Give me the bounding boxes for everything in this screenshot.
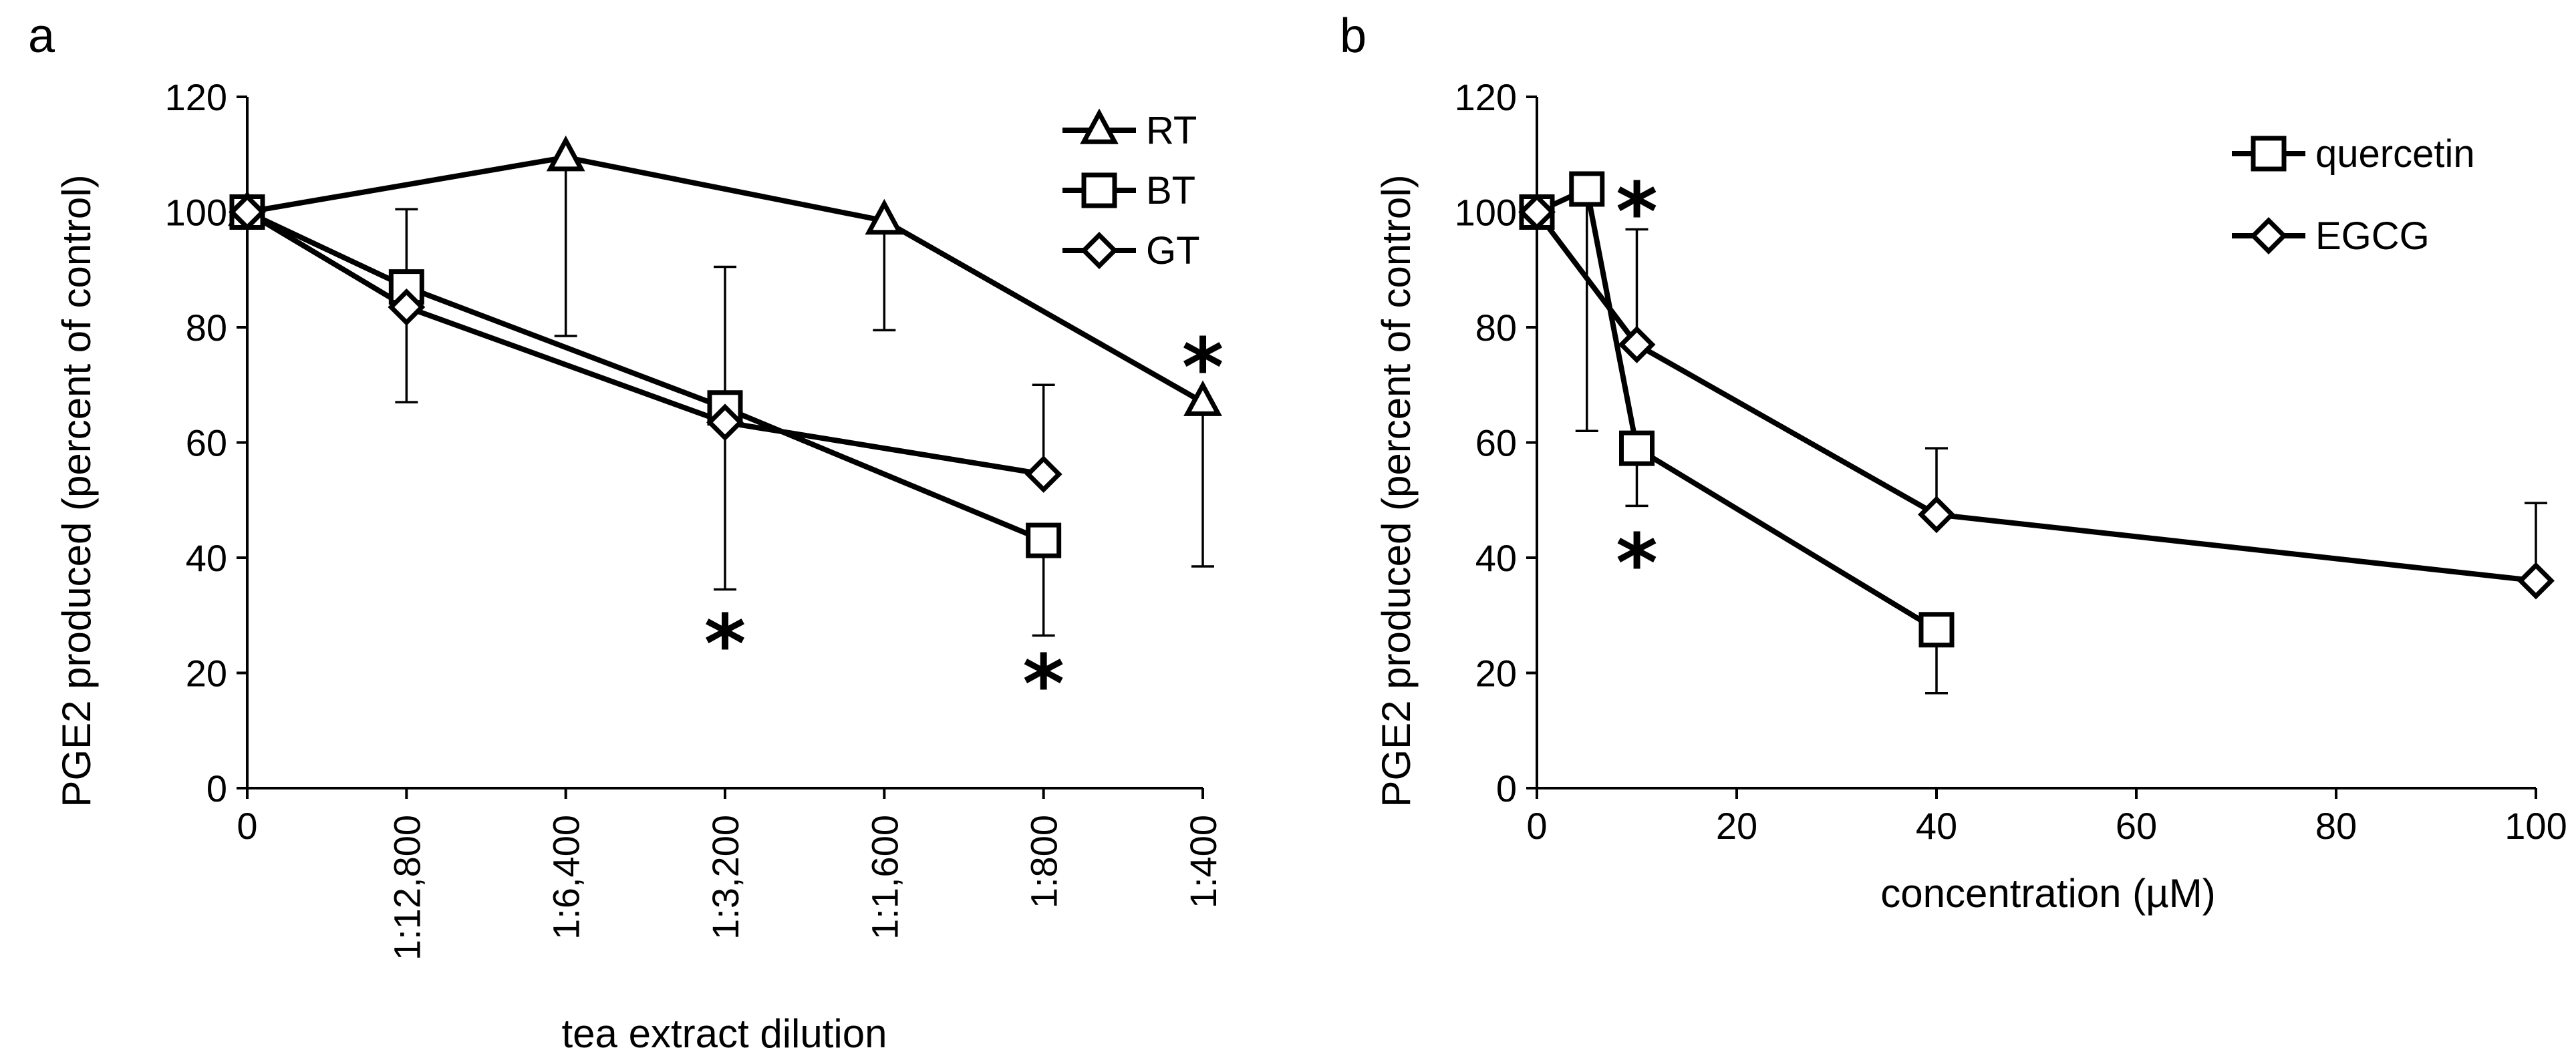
legend-label-BT: BT [1146, 169, 1195, 212]
x-tick-label: 20 [1716, 805, 1757, 847]
y-tick-label: 80 [1475, 307, 1517, 349]
data-point-RT [546, 135, 585, 172]
y-tick-label: 80 [186, 307, 227, 349]
series-line-RT [247, 154, 1204, 405]
x-tick-label: 1:1,600 [863, 815, 905, 940]
data-point-RT [865, 198, 904, 235]
y-tick-label: 60 [1475, 422, 1517, 464]
x-tick-label: 80 [2315, 805, 2357, 847]
y-tick-label: 0 [206, 767, 227, 810]
panel-label-a: a [28, 9, 55, 63]
y-tick-label: 0 [1496, 767, 1517, 810]
x-tick-label: 40 [1916, 805, 1957, 847]
legend-marker-BT [1081, 172, 1117, 208]
x-tick-label: 0 [237, 805, 257, 847]
legend-marker-GT [1081, 232, 1118, 269]
data-point-EGCG [2517, 562, 2555, 600]
panel-label-b: b [1340, 9, 1367, 63]
y-tick-label: 120 [1455, 76, 1517, 118]
y-tick-label: 60 [186, 422, 227, 464]
panel-a-chart: 0 20 40 60 80 100 120 0 1:12,800 1:6,400 1:3,200 1:… [165, 76, 1224, 960]
data-point-quercetin [1569, 171, 1605, 207]
y-tick-label: 20 [186, 653, 227, 695]
legend-label-GT: GT [1146, 229, 1200, 273]
y-tick-label: 100 [1455, 192, 1517, 234]
series-line-BT [246, 209, 1045, 543]
y-tick-label: 40 [1475, 537, 1517, 579]
x-tick-label: 1:3,200 [704, 815, 746, 940]
significance-asterisk: * [704, 598, 746, 691]
legend-marker-EGCG [2250, 217, 2287, 254]
data-point-GT [1024, 455, 1062, 493]
data-point-EGCG [1518, 193, 1556, 231]
panel-b-chart: 0 20 40 60 80 100 120 0 20 40 60 80 100 * * quercetin EG… [1455, 76, 2567, 847]
y-tick-label: 100 [165, 192, 227, 234]
panel-b-xlabel: concentration (µM) [1880, 871, 2215, 916]
data-point-RT [1183, 380, 1222, 416]
x-tick-label: 0 [1526, 805, 1547, 847]
data-point-GT [229, 193, 266, 231]
x-tick-label: 100 [2505, 805, 2567, 847]
y-tick-label: 120 [165, 76, 227, 118]
series-line-EGCG [1534, 210, 2537, 584]
legend-label-EGCG: EGCG [2315, 214, 2430, 258]
significance-asterisk: * [1182, 322, 1224, 415]
significance-asterisk: * [1616, 518, 1658, 610]
data-point-EGCG [1918, 496, 1955, 534]
y-tick-label: 20 [1475, 653, 1517, 695]
y-tick-label: 40 [186, 537, 227, 579]
data-point-quercetin [1619, 430, 1655, 466]
x-tick-label: 1:6,400 [545, 815, 587, 940]
legend-marker-quercetin [2251, 136, 2287, 172]
data-point-quercetin [1918, 612, 1955, 648]
panel-a-xlabel: tea extract dilution [562, 1011, 887, 1056]
series-line-GT [245, 210, 1044, 477]
significance-asterisk: * [1616, 166, 1658, 259]
legend-label-quercetin: quercetin [2315, 132, 2475, 176]
data-point-GT [706, 403, 744, 441]
panel-a-ylabel: PGE2 produced (percent of control) [54, 174, 99, 807]
x-tick-label: 60 [2116, 805, 2157, 847]
legend-marker-RT [1080, 108, 1119, 144]
x-tick-label: 1:12,800 [386, 815, 428, 960]
data-point-GT [388, 288, 426, 326]
data-point-EGCG [1618, 325, 1656, 363]
data-point-BT [1026, 522, 1062, 558]
x-tick-label: 1:400 [1182, 815, 1224, 908]
significance-asterisk: * [1022, 639, 1064, 731]
series-line-quercetin [1536, 186, 1939, 633]
x-tick-label: 1:800 [1023, 815, 1065, 908]
panel-b-ylabel: PGE2 produced (percent of control) [1374, 174, 1419, 807]
legend-label-RT: RT [1146, 109, 1197, 152]
